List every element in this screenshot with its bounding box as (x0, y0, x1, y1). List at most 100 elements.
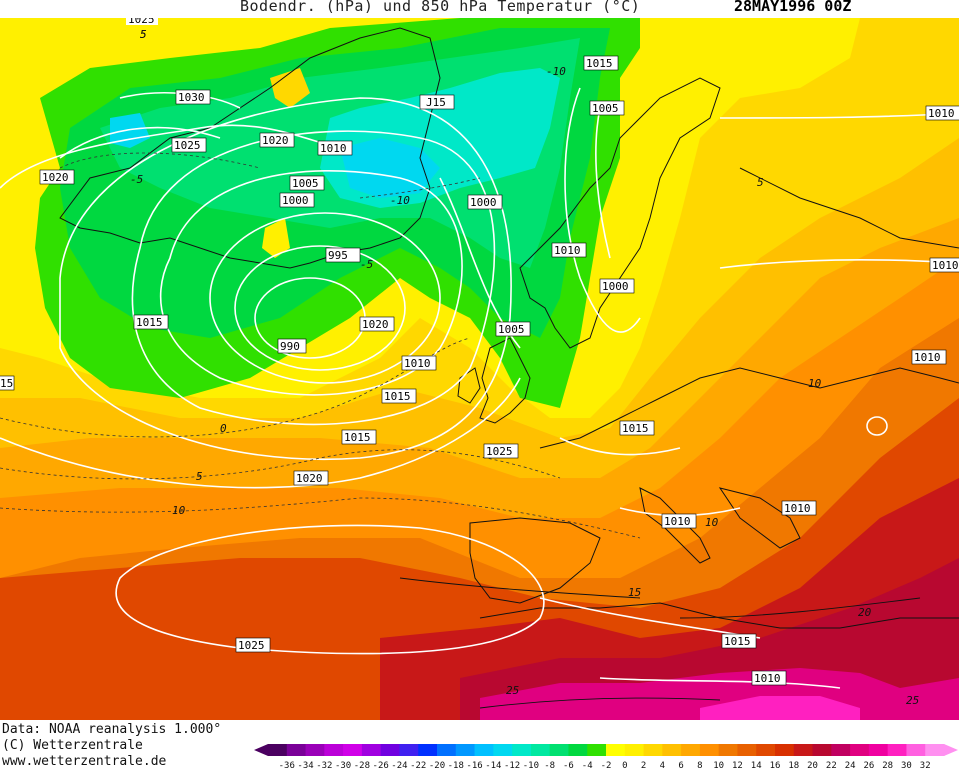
map-title: Bodendr. (hPa) und 850 hPa Temperatur (°… (240, 0, 641, 15)
isobar-1000-nw (595, 107, 611, 259)
greenland-coast (59, 27, 441, 269)
svg-text:1010: 1010 (754, 672, 781, 685)
isobar-label: 1015 (381, 388, 417, 404)
coastlines (59, 27, 959, 629)
svg-text:1015: 1015 (384, 390, 411, 403)
title-bar: Bodendr. (hPa) und 850 hPa Temperatur (°… (0, 0, 959, 18)
legend-tick-label: 4 (660, 761, 665, 770)
svg-text:1015: 1015 (622, 422, 649, 435)
legend-swatch (850, 744, 870, 756)
svg-text:990: 990 (280, 340, 300, 353)
isobar-label: 1000 (599, 278, 635, 294)
legend-color-bar (254, 744, 958, 756)
isobar-label: 995 (325, 247, 361, 263)
svg-text:1025: 1025 (238, 639, 265, 652)
svg-text:1010: 1010 (932, 259, 959, 272)
legend-swatch (812, 744, 832, 756)
svg-text:1000: 1000 (602, 280, 629, 293)
legend-swatch (343, 744, 363, 756)
isobar-1020 (0, 124, 341, 189)
isobar-label-layer: 1025 1030 1025 1020 1020 1010 J15 1005 1… (0, 18, 959, 686)
legend-swatch (474, 744, 494, 756)
legend-tick-label: 6 (678, 761, 683, 770)
isobar-label: 1015 (341, 429, 377, 445)
isobar-1000 (209, 212, 441, 384)
legend-swatch (699, 744, 720, 756)
temp-contour-20 (679, 597, 921, 619)
legend-tick-label: -8 (544, 761, 555, 770)
europe-mainland (539, 367, 959, 449)
svg-text:1010: 1010 (914, 351, 941, 364)
legend-swatch (737, 744, 757, 756)
legend-swatch (399, 744, 419, 756)
legend-swatch (568, 744, 588, 756)
isobar-label: 1005 (589, 100, 625, 116)
website-text: www.wetterzentrale.de (2, 754, 167, 769)
legend-tick-label: 24 (845, 761, 856, 770)
legend-tick-label: 0 (622, 761, 627, 770)
temp-label: -5 (130, 173, 143, 186)
isobar-label: 1010 (911, 349, 947, 365)
isobar-label: 15 (0, 375, 15, 391)
legend-tick-label: -14 (485, 761, 501, 770)
temp-label: 5 (140, 28, 147, 41)
svg-text:1010: 1010 (320, 142, 347, 155)
legend-swatch (305, 744, 325, 756)
legend-tick-label: 30 (901, 761, 912, 770)
isobar-label: 1020 (39, 169, 75, 185)
isobar-label: 1000 (279, 192, 315, 208)
legend-tick-label: -18 (448, 761, 464, 770)
legend-tick-label: 32 (920, 761, 931, 770)
svg-text:1025: 1025 (174, 139, 201, 152)
svg-text:1025: 1025 (128, 18, 155, 26)
svg-text:1015: 1015 (136, 316, 163, 329)
isobar-label: 990 (277, 338, 307, 354)
legend-swatch (606, 744, 626, 756)
temp-contour-25 (479, 697, 721, 709)
legend-swatch (437, 744, 457, 756)
map-date: 28MAY1996 00Z (734, 0, 852, 15)
isobar-label: 1025 (483, 443, 519, 459)
legend-swatch (587, 744, 607, 756)
svg-text:1010: 1010 (664, 515, 691, 528)
copyright-text: (C) Wetterzentrale (2, 738, 143, 753)
svg-text:1030: 1030 (178, 91, 205, 104)
isobar-label: 1010 (661, 513, 697, 529)
temp-contour-minus10 (359, 177, 481, 199)
svg-text:1010: 1010 (928, 107, 955, 120)
legend-arrow-right (944, 744, 958, 756)
legend-tick-label: 26 (863, 761, 874, 770)
legend-swatch (906, 744, 926, 756)
legend-tick-label: -12 (504, 761, 520, 770)
svg-text:15: 15 (0, 377, 13, 390)
temp-label: -5 (360, 258, 373, 271)
isobar-1005 (159, 170, 463, 396)
temperature-label-layer: 5 5 -5 -10 -10 -5 5 0 5 10 10 10 15 20 2… (130, 28, 919, 707)
legend-tick-label: 14 (751, 761, 762, 770)
svg-text:995: 995 (328, 249, 348, 262)
legend-swatch (925, 744, 945, 756)
temp-contour-5 (0, 449, 561, 480)
iberia-coast (469, 517, 601, 604)
legend-swatch (418, 744, 438, 756)
isobar-1015-east (559, 437, 681, 456)
isobar-label: 1000 (467, 194, 503, 210)
legend-swatch (286, 744, 307, 756)
legend-tick-label: 8 (697, 761, 702, 770)
isobar-label: 1010 (925, 105, 959, 121)
temp-label: 25 (506, 684, 519, 697)
legend-tick-label: -28 (354, 761, 370, 770)
legend-swatch (549, 744, 569, 756)
svg-text:1000: 1000 (470, 196, 497, 209)
isobar-label: J15 (419, 94, 455, 110)
data-source-text: Data: NOAA reanalysis 1.000° (2, 722, 222, 737)
legend-swatch (831, 744, 851, 756)
temp-label: -10 (546, 65, 566, 78)
legend-swatch (624, 744, 645, 756)
temp-band-pink (700, 696, 860, 720)
isobar-1015 (59, 97, 512, 461)
legend-swatch (643, 744, 663, 756)
legend-swatch (493, 744, 513, 756)
svg-text:1000: 1000 (282, 194, 309, 207)
